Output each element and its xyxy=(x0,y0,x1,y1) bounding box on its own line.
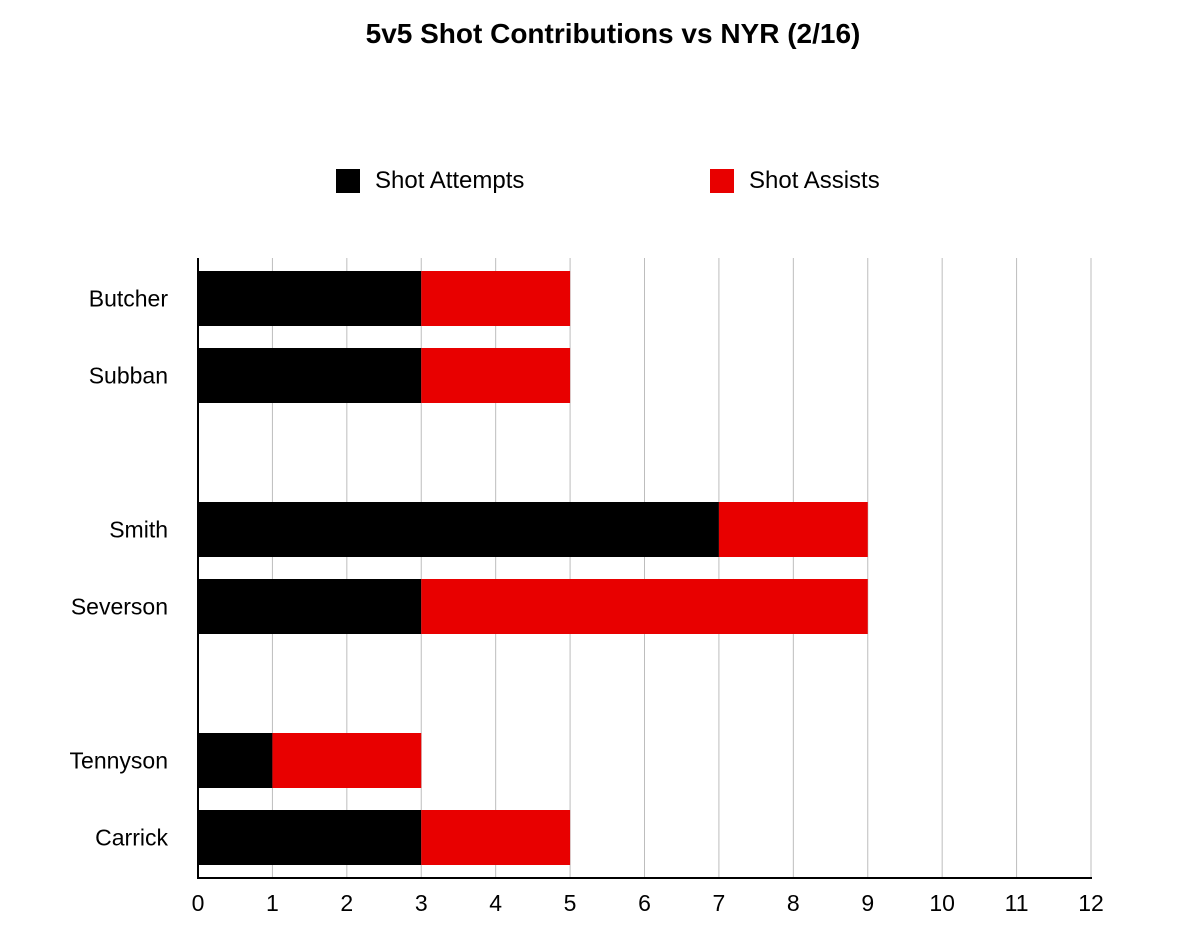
x-tick-label: 11 xyxy=(1005,890,1029,916)
bars xyxy=(198,271,868,865)
x-tick-label: 2 xyxy=(340,890,353,916)
legend-swatch-shot-assists xyxy=(710,169,734,193)
x-tick-label: 5 xyxy=(564,890,577,916)
y-tick-label: Subban xyxy=(89,363,168,389)
x-tick-label: 3 xyxy=(415,890,428,916)
bar-shot-assists xyxy=(421,271,571,326)
y-tick-label: Severson xyxy=(71,594,168,620)
bar-shot-assists xyxy=(421,579,868,634)
bar-shot-attempts xyxy=(198,271,422,326)
y-tick-label: Smith xyxy=(109,517,168,543)
bar-shot-attempts xyxy=(198,733,273,788)
y-tick-label: Tennyson xyxy=(70,748,168,774)
legend-label-shot-attempts: Shot Attempts xyxy=(375,167,525,194)
y-tick-label: Butcher xyxy=(89,286,169,312)
bar-shot-assists xyxy=(272,733,422,788)
x-tick-label: 4 xyxy=(489,890,502,916)
axes xyxy=(197,258,1092,879)
bar-shot-attempts xyxy=(198,579,422,634)
y-tick-label: Carrick xyxy=(95,825,168,851)
x-tick-label: 0 xyxy=(192,890,205,916)
bar-shot-attempts xyxy=(198,348,422,403)
bar-shot-attempts xyxy=(198,810,422,865)
x-tick-label: 8 xyxy=(787,890,800,916)
legend-label-shot-assists: Shot Assists xyxy=(749,167,880,194)
chart-title: 5v5 Shot Contributions vs NYR (2/16) xyxy=(365,18,861,49)
x-tick-label: 6 xyxy=(638,890,651,916)
bar-shot-attempts xyxy=(198,502,719,557)
x-tick-label: 10 xyxy=(929,890,955,916)
labels: 0 1 2 3 4 5 6 7 8 9 10 11 12ButcherSubbanSmithSevers… xyxy=(70,286,1104,917)
legend-swatch-shot-attempts xyxy=(336,169,360,193)
x-tick-label: 9 xyxy=(861,890,874,916)
x-tick-label: 1 xyxy=(266,890,279,916)
x-tick-label: 12 xyxy=(1078,890,1104,916)
x-tick-label: 7 xyxy=(713,890,726,916)
bar-shot-assists xyxy=(421,810,571,865)
bar-shot-assists xyxy=(718,502,868,557)
bar-shot-assists xyxy=(421,348,571,403)
